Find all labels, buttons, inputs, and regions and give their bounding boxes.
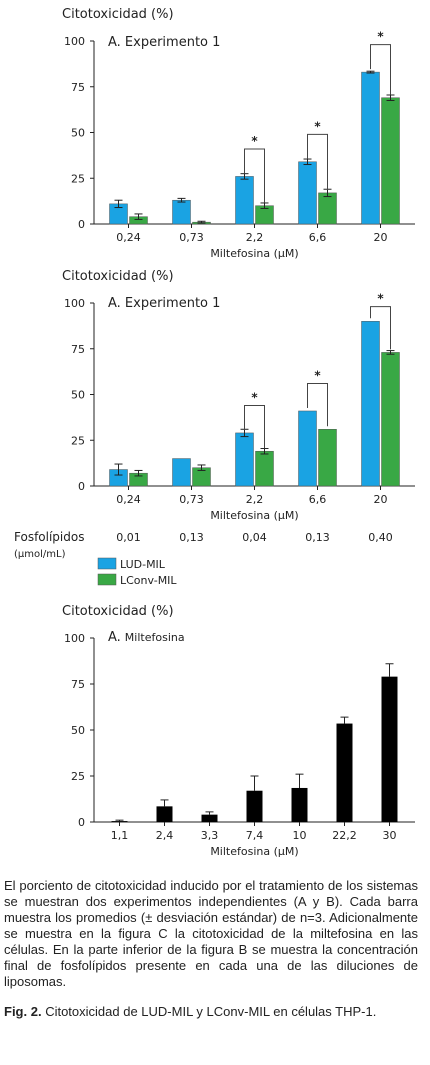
x-tick-label: 2,4 — [156, 829, 174, 842]
significance-bracket — [370, 44, 391, 95]
x-tick-label: 2,2 — [246, 231, 264, 244]
significance-bracket — [244, 404, 265, 449]
legend-swatch — [97, 557, 117, 570]
x-tick-label: 6,6 — [309, 231, 327, 244]
bar — [235, 176, 254, 225]
x-tick-label: 20 — [374, 493, 388, 506]
x-tick-label: 30 — [383, 829, 397, 842]
phospholipid-label: Fosfolípidos — [14, 530, 84, 544]
bar — [172, 199, 191, 225]
significance-bracket — [307, 133, 328, 190]
bar — [201, 814, 218, 822]
significance-bracket — [307, 383, 328, 427]
bar — [246, 790, 263, 822]
legend-swatch — [97, 573, 117, 586]
significance-star: * — [314, 119, 321, 133]
significance-star: * — [377, 292, 384, 306]
significance-bracket — [244, 148, 265, 203]
y-tick-label: 75 — [71, 81, 85, 94]
caption-body: El porciento de citotoxicidad inducido p… — [4, 878, 418, 989]
x-tick-label: 1,1 — [111, 829, 129, 842]
significance-star: * — [377, 30, 384, 44]
bar — [361, 321, 380, 487]
x-tick-label: 10 — [293, 829, 307, 842]
bar — [381, 352, 400, 487]
y-tick-label: 50 — [71, 724, 85, 737]
significance-star: * — [314, 369, 321, 383]
y-tick-label: 0 — [78, 218, 85, 231]
x-tick-label: 0,73 — [179, 493, 204, 506]
y-tick-label: 25 — [71, 434, 85, 447]
x-axis-label: Miltefosina (μM) — [210, 845, 298, 858]
panel-subtitle: Miltefosina — [125, 631, 185, 644]
legend-label: LConv-MIL — [120, 574, 177, 587]
bar — [291, 787, 308, 822]
bar — [361, 71, 380, 225]
x-tick-label: 0,24 — [116, 493, 141, 506]
bar — [172, 458, 191, 487]
x-tick-label: 3,3 — [201, 829, 219, 842]
phospholipid-value: 0,01 — [116, 531, 141, 544]
phospholipid-unit: (μmol/mL) — [14, 549, 66, 560]
x-tick-label: 22,2 — [332, 829, 357, 842]
y-tick-label: 25 — [71, 172, 85, 185]
x-tick-label: 0,73 — [179, 231, 204, 244]
y-tick-label: 100 — [64, 35, 85, 48]
x-tick-label: 0,24 — [116, 231, 141, 244]
bar — [336, 723, 353, 822]
caption-figure-text: Citotoxicidad de LUD-MIL y LConv-MIL en … — [45, 1004, 377, 1019]
figure-canvas: Citotoxicidad (%) A. Experimento 1 0 25 50 75… — [14, 7, 415, 858]
y-tick-label: 75 — [71, 678, 85, 691]
panel-title: A. Experimento 1 — [108, 296, 220, 311]
x-tick-label: 2,2 — [246, 493, 264, 506]
phospholipid-value: 0,04 — [242, 531, 267, 544]
y-tick-label: 100 — [64, 632, 85, 645]
bar — [298, 410, 317, 487]
phospholipid-value: 0,13 — [305, 531, 330, 544]
legend-label: LUD-MIL — [120, 558, 166, 571]
significance-star: * — [251, 390, 258, 404]
x-tick-label: 6,6 — [309, 493, 327, 506]
y-tick-label: 50 — [71, 389, 85, 402]
bar — [111, 821, 128, 822]
bar — [255, 450, 274, 487]
x-axis-label: Miltefosina (μM) — [210, 509, 298, 522]
x-tick-label: 7,4 — [246, 829, 264, 842]
significance-star: * — [251, 134, 258, 148]
bar — [381, 676, 398, 822]
panel-title: A. Experimento 1 — [108, 35, 220, 50]
y-axis-label: Citotoxicidad (%) — [62, 604, 174, 619]
y-tick-label: 75 — [71, 343, 85, 356]
bar — [318, 192, 337, 225]
bar — [381, 97, 400, 225]
significance-bracket — [370, 306, 391, 350]
y-axis-label: Citotoxicidad (%) — [62, 269, 174, 284]
x-axis-label: Miltefosina (μM) — [210, 247, 298, 260]
bar — [235, 432, 254, 487]
y-tick-label: 0 — [78, 480, 85, 493]
x-tick-label: 20 — [374, 231, 388, 244]
y-tick-label: 100 — [64, 297, 85, 310]
panel-title: A. Miltefosina — [108, 630, 185, 645]
bar — [298, 161, 317, 225]
y-axis-label: Citotoxicidad (%) — [62, 7, 174, 22]
phospholipid-value: 0,40 — [368, 531, 393, 544]
bar — [156, 806, 173, 822]
y-tick-label: 25 — [71, 770, 85, 783]
figure-caption: El porciento de citotoxicidad inducido p… — [4, 878, 418, 1020]
caption-figure-label: Fig. 2. — [4, 1004, 42, 1019]
bar — [318, 429, 337, 487]
y-tick-label: 50 — [71, 127, 85, 140]
phospholipid-value: 0,13 — [179, 531, 204, 544]
y-tick-label: 0 — [78, 816, 85, 829]
